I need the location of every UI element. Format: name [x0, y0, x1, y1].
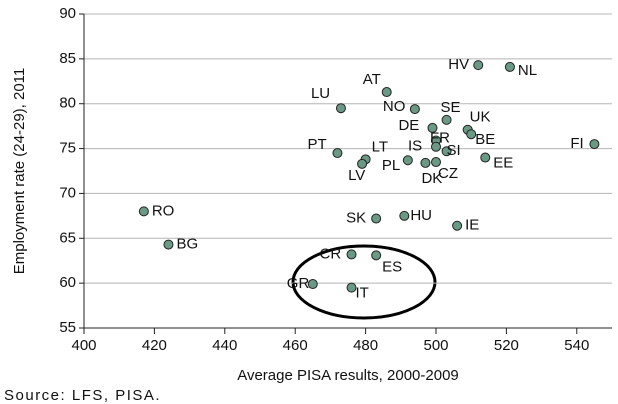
- point-label: EE: [493, 155, 513, 172]
- point-label: SI: [447, 142, 461, 159]
- point-label: CR: [320, 245, 342, 262]
- point: [138, 206, 149, 217]
- y-tick-label: 65: [59, 229, 76, 246]
- point: [589, 139, 600, 150]
- point: [335, 103, 346, 114]
- y-axis-label: Employment rate (24-29), 2011: [11, 68, 28, 275]
- point: [441, 114, 452, 125]
- point-label: UK: [470, 109, 491, 126]
- x-tick-label: 400: [71, 337, 96, 354]
- point: [427, 122, 438, 133]
- x-tick-label: 460: [283, 337, 308, 354]
- point-label: LV: [348, 167, 365, 184]
- point: [357, 158, 368, 169]
- point: [346, 249, 357, 260]
- point: [332, 148, 343, 159]
- point-label: SE: [441, 99, 461, 116]
- x-tick-label: 420: [142, 337, 167, 354]
- y-tick-label: 90: [59, 5, 76, 22]
- point: [473, 60, 484, 71]
- x-tick-label: 480: [353, 337, 378, 354]
- point: [163, 239, 174, 250]
- point-label: IE: [465, 217, 479, 234]
- point: [431, 157, 441, 168]
- point-label: IT: [356, 285, 369, 302]
- point-label: GR: [287, 275, 310, 292]
- point-label: BG: [176, 236, 198, 253]
- point: [504, 61, 515, 72]
- point: [307, 279, 318, 290]
- point-label: RO: [152, 202, 175, 219]
- x-axis-label: Average PISA results, 2000-2009: [237, 367, 459, 384]
- point-label: DE: [398, 117, 419, 134]
- point-label: PL: [382, 157, 400, 174]
- point: [371, 213, 382, 224]
- point-label: IS: [408, 138, 422, 155]
- point-label: HV: [448, 56, 469, 73]
- x-tick-label: 520: [494, 337, 519, 354]
- point-label: PT: [307, 136, 326, 153]
- y-tick-label: 55: [59, 319, 76, 336]
- point: [420, 157, 431, 168]
- point: [346, 282, 357, 293]
- point-label: HU: [410, 207, 432, 224]
- point-label: SK: [346, 210, 366, 227]
- point: [399, 210, 410, 221]
- point: [480, 152, 491, 163]
- y-tick-label: 80: [59, 95, 76, 112]
- point-label: NO: [383, 98, 406, 115]
- x-tick-label: 500: [423, 337, 448, 354]
- y-tick-label: 70: [59, 184, 76, 201]
- y-tick-label: 75: [59, 140, 76, 157]
- point-label: BE: [475, 131, 495, 148]
- x-tick-label: 540: [564, 337, 589, 354]
- point: [441, 146, 452, 157]
- point-label: LT: [372, 138, 388, 155]
- x-tick-label: 440: [212, 337, 237, 354]
- point-label: AT: [363, 71, 381, 88]
- y-tick-label: 85: [59, 50, 76, 67]
- point-label: CZ: [438, 165, 458, 182]
- point: [402, 155, 413, 166]
- point-label: FI: [570, 135, 583, 152]
- point-label: LU: [311, 85, 330, 102]
- point: [409, 104, 420, 115]
- point: [431, 141, 441, 152]
- point-label: ES: [382, 258, 402, 275]
- point-label: NL: [518, 62, 537, 79]
- highlight-ellipse: [291, 244, 437, 320]
- point: [381, 87, 392, 98]
- point-label: DK: [421, 170, 442, 187]
- point: [452, 220, 463, 231]
- point: [371, 250, 382, 261]
- source: Source: LFS, PISA.: [4, 387, 161, 404]
- y-tick-label: 60: [59, 274, 76, 291]
- point: [466, 129, 477, 140]
